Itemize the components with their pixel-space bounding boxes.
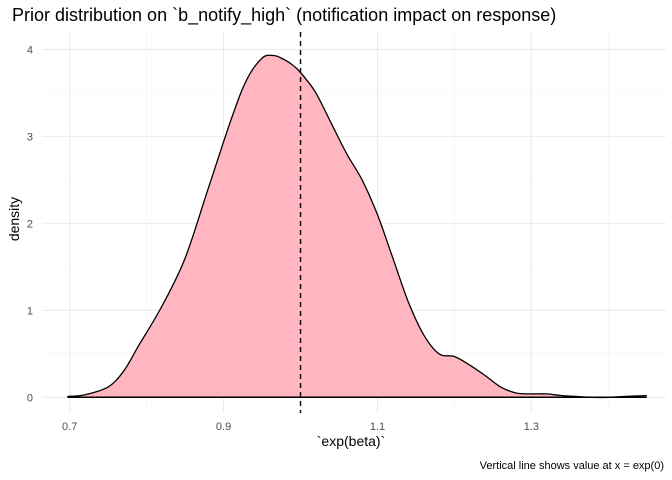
chart-title: Prior distribution on `b_notify_high` (n… [12,5,556,26]
x-tick-label: 1.1 [370,421,385,433]
density-fill [67,55,647,398]
y-tick-label: 4 [27,44,33,56]
y-tick-label: 3 [27,131,33,143]
x-axis-ticks: 0.7 0.9 1.1 1.3 [62,421,539,433]
x-tick-label: 1.3 [524,421,539,433]
y-tick-label: 1 [27,305,33,317]
density-area [67,54,647,399]
y-tick-label: 2 [27,218,33,230]
y-tick-label: 0 [27,392,33,404]
x-tick-label: 0.9 [216,421,231,433]
y-axis-title: density [6,197,22,241]
x-tick-label: 0.7 [62,421,77,433]
chart-caption: Vertical line shows value at x = exp(0) [480,460,664,472]
y-axis-ticks: 0 1 2 3 4 [27,44,33,404]
density-line [67,54,647,399]
x-axis-title: `exp(beta)` [317,433,385,449]
